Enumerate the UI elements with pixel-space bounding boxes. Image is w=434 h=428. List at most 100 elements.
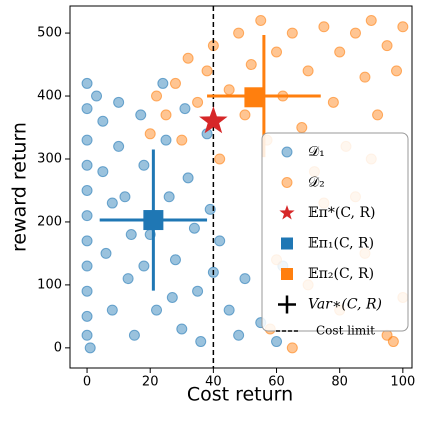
- point: [239, 273, 251, 285]
- point: [195, 336, 207, 348]
- y-tick-label: 300: [37, 151, 62, 166]
- point: [397, 21, 409, 33]
- point: [286, 27, 298, 39]
- point: [271, 46, 283, 58]
- point: [214, 235, 226, 247]
- point: [144, 128, 156, 140]
- x-tick-label: 40: [205, 375, 222, 390]
- point: [81, 159, 93, 171]
- point: [81, 260, 93, 272]
- point: [119, 191, 131, 203]
- point: [179, 103, 191, 115]
- square-marker: [143, 210, 164, 231]
- legend-marker: [281, 268, 293, 280]
- point: [245, 59, 257, 71]
- point: [106, 304, 118, 316]
- point: [81, 77, 93, 89]
- x-tick-label: 0: [83, 375, 91, 390]
- legend-box: [261, 132, 409, 332]
- y-tick-label: 400: [37, 89, 62, 104]
- point: [81, 103, 93, 115]
- point: [233, 27, 245, 39]
- point: [91, 90, 103, 102]
- square-marker: [244, 87, 265, 108]
- y-tick-label: 200: [37, 214, 62, 229]
- point: [286, 342, 298, 354]
- point: [223, 84, 235, 96]
- point: [138, 260, 150, 272]
- point: [163, 191, 175, 203]
- point: [334, 46, 346, 58]
- point: [223, 304, 235, 316]
- point: [239, 109, 251, 121]
- point: [271, 336, 283, 348]
- point: [233, 329, 245, 341]
- point: [113, 140, 125, 152]
- point: [81, 285, 93, 297]
- legend-marker: [279, 205, 295, 220]
- point: [391, 65, 403, 77]
- point: [188, 222, 200, 234]
- plot-frame: [69, 5, 413, 369]
- star-marker: [199, 106, 228, 134]
- point: [81, 134, 93, 146]
- point: [372, 109, 384, 121]
- point: [151, 304, 163, 316]
- x-axis-label: Cost return: [187, 384, 293, 406]
- point: [318, 21, 330, 33]
- point: [97, 115, 109, 127]
- point: [192, 96, 204, 108]
- legend-marker: [281, 177, 293, 188]
- point: [176, 323, 188, 335]
- x-tick-label: 60: [268, 375, 285, 390]
- point: [81, 329, 93, 341]
- point: [201, 65, 213, 77]
- point: [97, 166, 109, 178]
- point: [169, 254, 181, 266]
- point: [100, 247, 112, 259]
- point: [192, 285, 204, 297]
- legend-marker: [281, 146, 293, 158]
- y-tick-label: 100: [37, 277, 62, 292]
- point: [125, 229, 137, 241]
- point: [81, 184, 93, 196]
- point: [151, 90, 163, 102]
- legend-label: Cost limit: [316, 324, 375, 338]
- point: [349, 27, 361, 39]
- legend-label: Var∗(C, R): [308, 297, 382, 313]
- point: [214, 153, 226, 165]
- point: [122, 273, 134, 285]
- legend-marker: [281, 237, 293, 250]
- x-tick-label: 20: [142, 375, 159, 390]
- point: [302, 65, 314, 77]
- x-tick-label: 100: [390, 375, 415, 390]
- point: [387, 336, 399, 348]
- point: [81, 310, 93, 322]
- point: [327, 96, 339, 108]
- legend-label: 𝒟₂: [308, 175, 325, 191]
- legend-label: 𝔼π₁(C, R): [308, 236, 374, 252]
- point: [138, 159, 150, 171]
- point: [182, 52, 194, 64]
- point: [182, 172, 194, 184]
- point: [176, 134, 188, 146]
- point: [255, 14, 267, 26]
- y-axis-label: reward return: [9, 122, 31, 252]
- point: [296, 122, 308, 134]
- y-tick-label: 500: [37, 26, 62, 41]
- point: [381, 40, 393, 52]
- legend-label: 𝒟₁: [308, 144, 325, 160]
- point: [166, 291, 178, 303]
- point: [128, 329, 140, 341]
- x-tick-label: 80: [331, 375, 348, 390]
- legend-label: 𝔼π₂(C, R): [308, 266, 374, 282]
- point: [81, 210, 93, 222]
- point: [160, 134, 172, 146]
- y-tick-label: 0: [54, 340, 62, 355]
- point: [160, 109, 172, 121]
- point: [113, 96, 125, 108]
- point: [81, 235, 93, 247]
- point: [169, 77, 181, 89]
- legend-label: 𝔼π*(C, R): [308, 205, 375, 221]
